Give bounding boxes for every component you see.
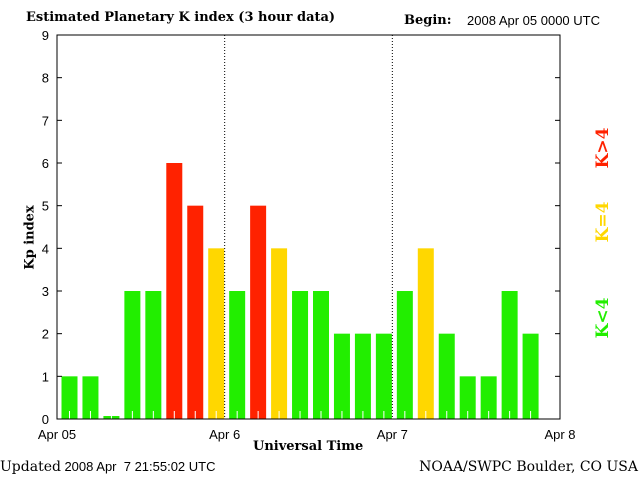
bar-22 <box>522 333 539 419</box>
bar-1 <box>82 376 99 419</box>
bar-14 <box>354 333 371 419</box>
source-credit: NOAA/SWPC Boulder, CO USA <box>419 459 638 475</box>
bar-20 <box>480 376 497 419</box>
y-tick-label: 3 <box>42 284 49 299</box>
begin-value: 2008 Apr 05 0000 UTC <box>467 13 600 28</box>
updated-label: Updated <box>0 459 61 475</box>
begin-label: Begin: <box>404 13 452 28</box>
bar-5 <box>166 163 183 419</box>
y-tick-label: 4 <box>42 241 49 256</box>
bar-21 <box>501 291 518 419</box>
x-tick-label: Apr 6 <box>209 427 240 442</box>
y-tick-label: 7 <box>42 113 49 128</box>
bar-9 <box>250 205 267 419</box>
bar-17 <box>417 248 434 419</box>
y-tick-label: 0 <box>42 412 49 427</box>
y-tick-label: 9 <box>42 28 49 43</box>
bar-19 <box>459 376 476 419</box>
bar-13 <box>333 333 350 419</box>
y-axis-label: Kp index <box>22 205 38 270</box>
bar-10 <box>271 248 288 419</box>
x-tick-label: Apr 05 <box>38 427 76 442</box>
bar-15 <box>375 333 392 419</box>
legend-K<4: K<4 <box>593 297 613 338</box>
y-tick-label: 1 <box>42 369 49 384</box>
x-tick-label: Apr 7 <box>377 427 408 442</box>
y-tick-label: 2 <box>42 327 49 342</box>
y-tick-label: 6 <box>42 156 49 171</box>
updated-value: 2008 Apr 7 21:55:02 UTC <box>64 459 216 474</box>
bar-8 <box>229 291 246 419</box>
x-tick-label: Apr 8 <box>544 427 575 442</box>
chart-title: Estimated Planetary K index (3 hour data… <box>26 10 336 25</box>
bar-11 <box>292 291 309 419</box>
bar-16 <box>396 291 413 419</box>
y-tick-label: 8 <box>42 71 49 86</box>
bar-3 <box>124 291 141 419</box>
x-axis-label: Universal Time <box>253 439 364 454</box>
y-tick-label: 5 <box>42 199 49 214</box>
legend-K>4: K>4 <box>593 127 613 168</box>
bar-0 <box>61 376 78 419</box>
bar-12 <box>313 291 329 419</box>
bar-7 <box>208 248 225 419</box>
bar-6 <box>187 205 204 419</box>
updated-line: Updated 2008 Apr 7 21:55:02 UTC <box>0 459 216 476</box>
plot-frame <box>56 34 561 420</box>
bar-18 <box>438 333 455 419</box>
bar-4 <box>145 291 162 419</box>
legend-K=4: K=4 <box>593 201 613 242</box>
